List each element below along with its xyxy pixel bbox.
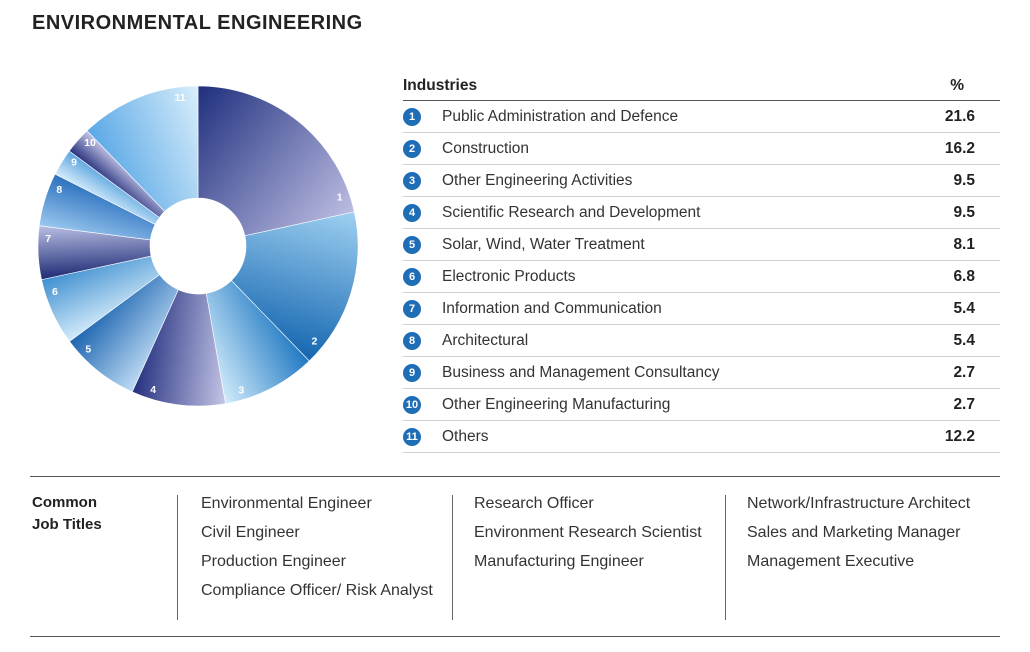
row-number-badge: 3 [403,171,421,190]
row-number-badge: 11 [403,427,421,446]
slice-number-label: 10 [84,137,96,149]
industry-percent: 9.5 [953,203,975,221]
percent-header: % [950,77,964,94]
industry-name: Other Engineering Activities [442,171,633,189]
job-title: Research Officer [474,495,594,512]
slice-number-label: 2 [312,336,318,348]
table-row: 11 Others 12.2 [403,421,1000,453]
row-number-badge: 8 [403,331,421,350]
job-title: Environment Research Scientist [474,524,702,541]
job-titles-column-2: Research Officer Environment Research Sci… [474,492,704,579]
job-title: Sales and Marketing Manager [747,524,961,541]
industry-name: Scientific Research and Development [442,203,701,221]
table-row: 5 Solar, Wind, Water Treatment 8.1 [403,229,1000,261]
slice-number-label: 7 [45,233,51,245]
table-row: 10 Other Engineering Manufacturing 2.7 [403,389,1000,421]
job-title: Civil Engineer [201,524,300,541]
slice-number-label: 11 [174,92,185,104]
industries-table: Industries % 1 Public Administration and … [403,72,1000,453]
industry-name: Solar, Wind, Water Treatment [442,235,645,253]
industry-name: Public Administration and Defence [442,107,679,125]
industry-percent: 21.6 [944,107,975,125]
slice-number-label: 4 [150,384,156,396]
column-divider [177,495,178,620]
job-title: Manufacturing Engineer [474,553,644,570]
column-divider [725,495,726,620]
industry-percent: 5.4 [953,331,975,349]
industry-name: Electronic Products [442,267,576,285]
slice-number-label: 6 [52,286,58,298]
industry-name: Other Engineering Manufacturing [442,395,671,413]
job-titles-label: Common Job Titles [32,492,102,536]
job-title: Environmental Engineer [201,495,372,512]
industry-percent: 6.8 [953,267,975,285]
row-number-badge: 10 [403,395,421,414]
row-number-badge: 6 [403,267,421,286]
table-row: 8 Architectural 5.4 [403,325,1000,357]
slice-number-label: 8 [56,184,62,196]
row-number-badge: 2 [403,139,421,158]
industry-percent: 16.2 [944,139,975,157]
row-number-badge: 1 [403,107,421,126]
industry-percent: 8.1 [953,235,975,253]
job-titles-label-line2: Job Titles [32,516,102,533]
job-titles-label-line1: Common [32,494,97,511]
job-titles-column-3: Network/Infrastructure Architect Sales an… [747,492,987,579]
donut-chart: 1 2 3 4 5 6 7 8 9 10 11 [37,85,359,407]
industries-header: Industries [403,77,478,94]
slice-number-label: 3 [238,385,244,397]
industry-name: Information and Communication [442,299,662,317]
table-row: 9 Business and Management Consultancy 2.7 [403,357,1000,389]
table-row: 1 Public Administration and Defence 21.6 [403,101,1000,133]
page-title: ENVIRONMENTAL ENGINEERING [32,12,363,34]
industry-name: Business and Management Consultancy [442,363,720,381]
table-row: 2 Construction 16.2 [403,133,1000,165]
table-header: Industries % [403,72,1000,101]
industry-name: Architectural [442,331,529,349]
row-number-badge: 9 [403,363,421,382]
job-titles-column-1: Environmental Engineer Civil Engineer Prod… [201,492,436,608]
table-row: 4 Scientific Research and Development 9.5 [403,197,1000,229]
top-divider [30,476,1000,477]
row-number-badge: 7 [403,299,421,318]
industry-percent: 12.2 [944,427,975,445]
job-title: Compliance Officer/ Risk Analyst [201,582,433,599]
donut-hole [150,198,246,294]
table-row: 7 Information and Communication 5.4 [403,293,1000,325]
table-row: 3 Other Engineering Activities 9.5 [403,165,1000,197]
industry-name: Others [442,427,489,445]
slice-number-label: 1 [337,192,343,204]
industry-percent: 5.4 [953,299,975,317]
job-title: Network/Infrastructure Architect [747,495,971,512]
industry-percent: 2.7 [953,395,975,413]
industry-percent: 2.7 [953,363,975,381]
industry-percent: 9.5 [953,171,975,189]
column-divider [452,495,453,620]
slice-number-label: 5 [85,343,91,355]
job-title: Production Engineer [201,553,346,570]
row-number-badge: 4 [403,203,421,222]
industry-name: Construction [442,139,530,157]
bottom-divider [30,636,1000,637]
table-row: 6 Electronic Products 6.8 [403,261,1000,293]
job-title: Management Executive [747,553,915,570]
row-number-badge: 5 [403,235,421,254]
slice-number-label: 9 [71,157,77,169]
